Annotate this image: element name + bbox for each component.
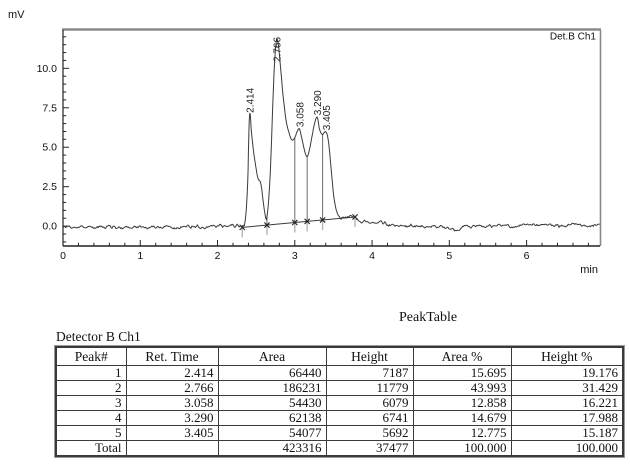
baseline-marker xyxy=(319,216,326,223)
table-cell: 5692 xyxy=(325,425,414,441)
table-cell: 1 xyxy=(55,365,127,381)
x-axis-unit-label: min xyxy=(580,264,598,276)
column-header: Ret. Time xyxy=(125,346,219,366)
table-cell: 7187 xyxy=(325,365,414,381)
y-tick-label: 7.5 xyxy=(42,102,57,114)
detector-channel-tag: Det.B Ch1 xyxy=(550,32,597,43)
table-cell: 4 xyxy=(55,410,127,426)
x-tick-label: 5 xyxy=(446,250,452,262)
peak-label: 2.766 xyxy=(273,37,284,62)
table-cell: 54430 xyxy=(217,395,327,411)
y-axis-unit-label: mV xyxy=(8,9,25,21)
table-cell xyxy=(125,440,219,457)
x-tick-label: 3 xyxy=(292,250,298,262)
table-row: 5 3.405 54077 5692 12.775 15.187 xyxy=(55,425,624,441)
table-row: Total 423316 37477 100.000 100.000 xyxy=(55,440,624,457)
baseline-marker xyxy=(263,222,270,229)
chromatogram-plot: 0.0 2.5 5.0 7.5 10.0 0 1 2 3 4 5 6 mV min Det.B Ch1 2.4… xyxy=(8,9,602,276)
table-cell: 15.187 xyxy=(510,425,624,441)
table-header-row: Peak# Ret. Time Area Height Area % Height % xyxy=(55,346,624,366)
column-header: Height xyxy=(325,346,414,366)
table-cell: 11779 xyxy=(325,380,414,396)
table-cell: 31.429 xyxy=(510,380,624,396)
table-cell: 186231 xyxy=(217,380,327,396)
peaktable-title: PeakTable xyxy=(399,310,458,325)
column-header: Height % xyxy=(510,346,624,366)
table-cell: 2.414 xyxy=(125,365,219,381)
baseline-marker xyxy=(304,218,311,225)
table-cell: 100.000 xyxy=(412,440,512,457)
table-cell: 423316 xyxy=(217,440,327,457)
table-cell: 5 xyxy=(55,425,127,441)
column-header: Area % xyxy=(412,346,512,366)
x-tick-label: 6 xyxy=(524,250,530,262)
table-cell: 62138 xyxy=(217,410,327,426)
table-cell: 100.000 xyxy=(510,440,624,457)
table-cell: 3 xyxy=(55,395,127,411)
table-cell: 12.775 xyxy=(412,425,512,441)
table-cell: 3.058 xyxy=(125,395,219,411)
table-cell: 3.290 xyxy=(125,410,219,426)
table-cell: 15.695 xyxy=(412,365,512,381)
table-cell: 66440 xyxy=(217,365,327,381)
y-tick-label: 5.0 xyxy=(42,142,57,154)
y-tick-label: 2.5 xyxy=(42,181,57,193)
table-cell: 2.766 xyxy=(125,380,219,396)
peak-label: 2.414 xyxy=(246,87,257,112)
table-row: 1 2.414 66440 7187 15.695 19.176 xyxy=(55,365,624,381)
table-cell: 12.858 xyxy=(412,395,512,411)
table-cell: Total xyxy=(55,440,127,457)
column-header: Peak# xyxy=(55,346,127,366)
table-cell: 14.679 xyxy=(412,410,512,426)
peak-table: Peak# Ret. Time Area Height Area % Height % 1 2… xyxy=(54,345,625,458)
table-row: 4 3.290 62138 6741 14.679 17.988 xyxy=(55,410,624,426)
x-tick-label: 4 xyxy=(369,250,375,262)
table-cell: 17.988 xyxy=(510,410,624,426)
table-cell: 6079 xyxy=(325,395,414,411)
x-tick-label: 0 xyxy=(60,250,66,262)
y-tick-label: 0.0 xyxy=(42,221,57,233)
table-cell: 19.176 xyxy=(510,365,624,381)
table-cell: 2 xyxy=(55,380,127,396)
y-tick-label: 10.0 xyxy=(37,63,58,75)
table-cell: 6741 xyxy=(325,410,414,426)
x-tick-label: 2 xyxy=(215,250,221,262)
table-cell: 43.993 xyxy=(412,380,512,396)
baseline-marker xyxy=(291,219,298,226)
chromatogram-trace xyxy=(63,38,600,232)
column-header: Area xyxy=(217,346,327,366)
peak-label: 3.290 xyxy=(313,90,324,115)
peak-label: 3.405 xyxy=(322,105,333,130)
table-cell: 3.405 xyxy=(125,425,219,441)
table-row: 2 2.766 186231 11779 43.993 31.429 xyxy=(55,380,624,396)
integration-baseline xyxy=(242,216,356,228)
x-tick-label: 1 xyxy=(137,250,143,262)
table-cell: 16.221 xyxy=(510,395,624,411)
table-row: 3 3.058 54430 6079 12.858 16.221 xyxy=(55,395,624,411)
peak-label: 3.058 xyxy=(295,102,306,127)
table-cell: 54077 xyxy=(217,425,327,441)
detector-channel-label: Detector B Ch1 xyxy=(56,329,141,344)
table-cell: 37477 xyxy=(325,440,414,457)
